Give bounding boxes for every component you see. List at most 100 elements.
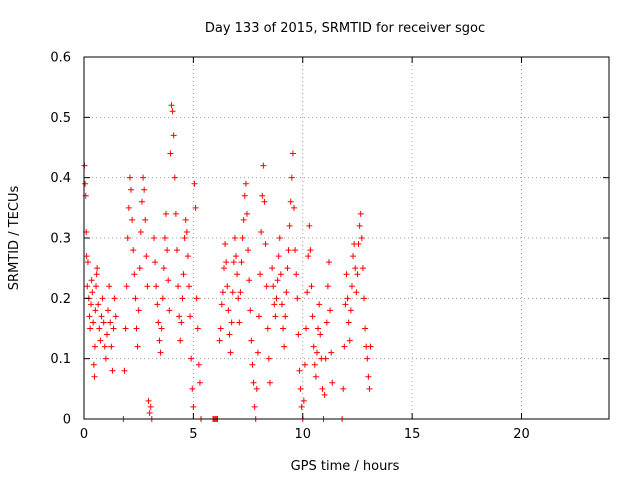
data-point <box>132 295 139 302</box>
data-point <box>217 325 224 332</box>
data-point <box>177 337 184 344</box>
data-point <box>86 313 93 320</box>
data-points <box>81 102 374 422</box>
data-point <box>253 385 260 392</box>
data-point <box>126 174 133 181</box>
data-point <box>242 180 249 187</box>
data-point <box>191 180 198 187</box>
data-point <box>123 283 130 290</box>
data-point <box>329 379 336 386</box>
data-point <box>295 331 302 338</box>
data-point <box>188 355 195 362</box>
data-point <box>228 319 235 326</box>
data-point <box>221 265 227 272</box>
data-point <box>171 174 178 181</box>
data-point <box>322 355 329 362</box>
data-point <box>296 367 303 374</box>
data-point <box>350 253 357 260</box>
data-point <box>292 247 299 254</box>
data-point <box>218 301 225 308</box>
data-point <box>327 307 334 314</box>
data-point <box>306 222 313 229</box>
data-point <box>256 313 262 320</box>
data-point <box>93 271 100 278</box>
data-point <box>100 319 107 326</box>
data-point <box>250 379 257 386</box>
data-point <box>87 325 94 332</box>
data-point <box>108 343 115 350</box>
data-point <box>84 283 91 290</box>
data-point <box>278 301 285 308</box>
data-point <box>227 349 234 356</box>
data-point <box>187 313 194 320</box>
data-point <box>277 271 284 278</box>
data-point <box>161 235 168 241</box>
data-point <box>294 295 301 302</box>
data-point <box>274 277 281 284</box>
data-point <box>364 355 371 362</box>
data-point <box>216 337 223 344</box>
data-point <box>90 361 97 368</box>
x-tick-label: 10 <box>294 427 311 442</box>
chart-title: Day 133 of 2015, SRMTID for receiver sgo… <box>205 21 485 36</box>
data-point <box>310 343 317 350</box>
x-tick-label: 5 <box>189 427 197 442</box>
data-point <box>111 295 118 302</box>
data-point <box>356 222 363 229</box>
data-point <box>176 313 183 320</box>
data-point <box>189 385 196 392</box>
data-point <box>194 325 201 332</box>
data-point <box>272 313 279 320</box>
data-point <box>230 259 237 266</box>
data-point <box>283 289 290 296</box>
data-point <box>234 271 241 278</box>
data-point <box>343 271 350 278</box>
data-point <box>347 307 354 314</box>
data-point <box>226 331 233 338</box>
data-point <box>257 271 264 278</box>
data-point <box>157 349 164 356</box>
data-point <box>317 331 324 338</box>
data-point <box>298 403 305 410</box>
data-point <box>83 253 90 260</box>
data-point <box>110 325 117 332</box>
data-point <box>160 265 167 272</box>
data-point <box>258 228 265 235</box>
data-point <box>319 385 326 392</box>
data-point <box>354 271 361 278</box>
data-point <box>173 247 180 254</box>
data-point <box>289 150 296 157</box>
data-point <box>102 355 109 362</box>
data-point <box>170 132 177 139</box>
data-point <box>307 247 314 254</box>
data-point <box>300 397 307 404</box>
data-point <box>251 403 258 410</box>
data-point <box>142 216 149 223</box>
data-point <box>316 301 323 308</box>
data-point <box>178 319 185 326</box>
data-point <box>361 295 367 302</box>
x-tick-label: 20 <box>513 427 530 442</box>
data-point <box>164 247 171 254</box>
x-tick-label: 0 <box>80 427 88 442</box>
data-point <box>321 391 328 398</box>
data-point <box>95 301 102 308</box>
data-point <box>249 361 256 368</box>
data-point <box>353 289 360 296</box>
data-point <box>101 343 108 350</box>
data-point <box>326 259 332 266</box>
data-point <box>229 289 236 296</box>
data-point <box>159 295 166 302</box>
x-tick-label: 15 <box>404 427 421 442</box>
data-point <box>112 313 119 320</box>
data-point <box>134 343 141 350</box>
data-point <box>281 343 288 350</box>
data-point <box>224 283 231 290</box>
data-point <box>172 210 179 217</box>
data-point <box>328 349 335 356</box>
data-point <box>90 319 97 326</box>
data-point <box>130 247 137 254</box>
data-point <box>323 319 330 326</box>
data-point <box>312 373 319 380</box>
data-point <box>183 228 190 235</box>
